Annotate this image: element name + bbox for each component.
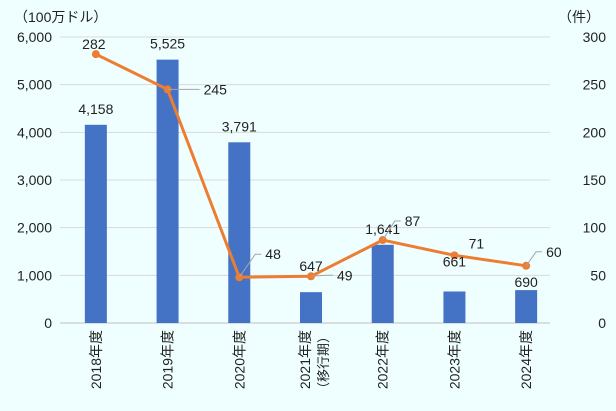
line-value-label: 282 xyxy=(82,36,106,52)
left-tick-label: 2,000 xyxy=(17,220,52,236)
leader-line xyxy=(310,274,333,277)
line-value-label: 87 xyxy=(405,213,421,229)
left-tick-label: 3,000 xyxy=(17,172,52,188)
bar xyxy=(371,244,394,323)
category-label: 2024年度 xyxy=(518,330,534,389)
left-tick-label: 5,000 xyxy=(17,77,52,93)
bar-value-label: 690 xyxy=(514,274,538,290)
bar-value-label: 5,525 xyxy=(150,36,185,52)
left-axis-unit-label: （100万ドル） xyxy=(14,9,107,25)
line-value-label: 60 xyxy=(546,244,562,260)
category-label: 2018年度 xyxy=(88,330,104,389)
right-tick-label: 150 xyxy=(583,172,607,188)
line-value-label: 49 xyxy=(337,267,353,283)
line-value-label: 71 xyxy=(469,235,485,251)
left-tick-label: 6,000 xyxy=(17,29,52,45)
bar-value-label: 647 xyxy=(299,258,323,274)
leader-line xyxy=(525,251,543,267)
left-tick-label: 0 xyxy=(44,315,52,331)
bar-value-label: 3,791 xyxy=(222,118,257,134)
category-label: 2020年度 xyxy=(231,330,247,389)
category-label: 2019年度 xyxy=(160,330,176,389)
line-value-label: 48 xyxy=(265,246,281,262)
bar xyxy=(84,124,107,323)
right-tick-label: 0 xyxy=(598,315,606,331)
bar xyxy=(228,142,251,323)
line-value-label: 245 xyxy=(204,81,228,97)
bar xyxy=(443,291,466,323)
right-axis-unit-label: （件） xyxy=(558,9,600,25)
bar xyxy=(156,59,179,324)
right-tick-label: 50 xyxy=(590,267,606,283)
bar xyxy=(515,290,538,323)
right-tick-label: 300 xyxy=(583,29,607,45)
line-point xyxy=(450,251,459,260)
category-label: 2023年度 xyxy=(446,330,462,389)
left-tick-label: 1,000 xyxy=(17,267,52,283)
bar-value-label: 661 xyxy=(443,253,467,269)
leader-line xyxy=(238,253,262,278)
bar-value-label: 1,641 xyxy=(365,221,400,237)
right-tick-label: 100 xyxy=(583,220,607,236)
left-tick-label: 4,000 xyxy=(17,124,52,140)
line-point xyxy=(91,50,100,59)
bar xyxy=(300,292,322,323)
category-label: 2022年度 xyxy=(375,330,391,389)
right-tick-label: 250 xyxy=(583,77,607,93)
leader-line xyxy=(382,220,401,241)
right-tick-label: 200 xyxy=(583,124,607,140)
category-sublabel: （移行期） xyxy=(316,330,331,395)
bar-value-label: 4,158 xyxy=(78,101,113,117)
category-label: 2021年度 xyxy=(297,330,313,389)
